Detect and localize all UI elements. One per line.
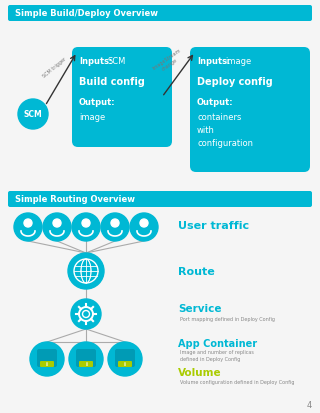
Circle shape [43,214,71,242]
Text: with: with [197,126,215,135]
Text: configuration: configuration [197,139,253,148]
FancyBboxPatch shape [190,48,310,173]
Text: image: image [225,56,251,65]
Text: 4: 4 [307,400,312,409]
Text: Output:: Output: [79,98,116,107]
Circle shape [30,342,64,376]
Circle shape [72,214,100,242]
Text: Service: Service [178,303,221,313]
Text: Simple Build/Deploy Overview: Simple Build/Deploy Overview [15,9,158,19]
Circle shape [69,342,103,376]
Text: User traffic: User traffic [178,221,249,230]
Text: Route: Route [178,266,215,276]
Text: Inputs:: Inputs: [197,56,230,65]
Text: i: i [46,362,48,367]
Text: Volume: Volume [178,367,222,377]
Text: App Container: App Container [178,338,257,348]
Text: containers: containers [197,113,241,122]
Text: Output:: Output: [197,98,234,107]
Text: Deploy config: Deploy config [197,77,273,87]
Text: i: i [85,362,87,367]
Circle shape [111,219,119,228]
Text: SCM: SCM [24,110,42,119]
FancyBboxPatch shape [72,48,172,147]
Circle shape [53,219,61,228]
Circle shape [108,342,142,376]
FancyBboxPatch shape [40,361,54,367]
Text: Build config: Build config [79,77,145,87]
Circle shape [71,299,101,329]
Circle shape [140,219,148,228]
Circle shape [14,214,42,242]
FancyBboxPatch shape [8,6,312,22]
FancyBboxPatch shape [76,349,96,367]
Text: Image and number of replicas
defined in Deploy Config: Image and number of replicas defined in … [180,349,254,361]
FancyBboxPatch shape [37,349,57,367]
Circle shape [82,219,90,228]
Text: Inputs:: Inputs: [79,56,112,65]
Text: SCM: SCM [107,56,125,65]
Circle shape [24,219,32,228]
Circle shape [18,100,48,130]
Text: image: image [79,113,105,122]
FancyBboxPatch shape [8,192,312,207]
Circle shape [130,214,158,242]
FancyBboxPatch shape [79,361,93,367]
Text: ImageStream
change: ImageStream change [151,48,185,76]
Text: Simple Routing Overview: Simple Routing Overview [15,195,135,204]
Text: Volume configuration defined in Deploy Config: Volume configuration defined in Deploy C… [180,380,294,385]
Circle shape [101,214,129,242]
Text: SCM trigger: SCM trigger [42,57,68,79]
FancyBboxPatch shape [118,361,132,367]
FancyBboxPatch shape [115,349,135,367]
Text: Port mapping defined in Deploy Config: Port mapping defined in Deploy Config [180,317,275,322]
Circle shape [68,254,104,289]
Text: i: i [124,362,126,367]
